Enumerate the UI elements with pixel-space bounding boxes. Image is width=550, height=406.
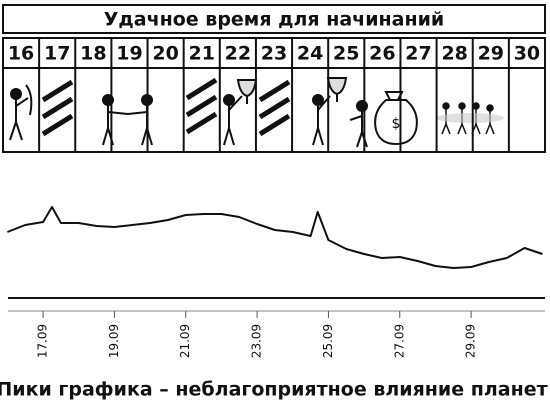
day-label: 24: [297, 43, 323, 65]
calendar-box: [2, 37, 546, 153]
caption: Пики графика – неблагоприятное влияние п…: [0, 379, 548, 401]
day-label: 16: [8, 43, 34, 65]
svg-text:$: $: [392, 116, 401, 132]
line: [7, 206, 543, 269]
money-bag: $: [349, 91, 418, 148]
trophy: [223, 79, 258, 146]
trophy: [312, 77, 348, 146]
icons: $: [9, 77, 504, 148]
day-label: 29: [478, 43, 504, 65]
day-label: 17: [44, 43, 70, 65]
day-label: 25: [333, 43, 359, 65]
stripes: [41, 77, 291, 137]
x-tick-label: 17.09: [36, 324, 50, 358]
runners: [436, 102, 504, 135]
day-label: 27: [405, 43, 431, 65]
day-label: 26: [369, 43, 395, 65]
day-label: 19: [116, 43, 142, 65]
day-label: 22: [225, 43, 251, 65]
figure: [9, 84, 33, 141]
x-tick-label: 29.09: [464, 324, 478, 358]
day-label: 18: [80, 43, 106, 65]
x-tick-label: 27.09: [392, 324, 406, 358]
x-tick-label: 25.09: [321, 324, 335, 358]
day-label: 28: [441, 43, 467, 65]
title-box: [2, 4, 546, 34]
day-label: 21: [189, 43, 215, 65]
title: Удачное время для начинаний: [104, 9, 444, 31]
day-label: 23: [261, 43, 287, 65]
day-label: 30: [514, 43, 540, 65]
x-tick-label: 19.09: [107, 324, 121, 358]
handshake: [102, 94, 153, 146]
x-tick-label: 23.09: [250, 324, 264, 358]
day-label: 20: [152, 43, 178, 65]
x-tick-label: 21.09: [178, 324, 192, 358]
